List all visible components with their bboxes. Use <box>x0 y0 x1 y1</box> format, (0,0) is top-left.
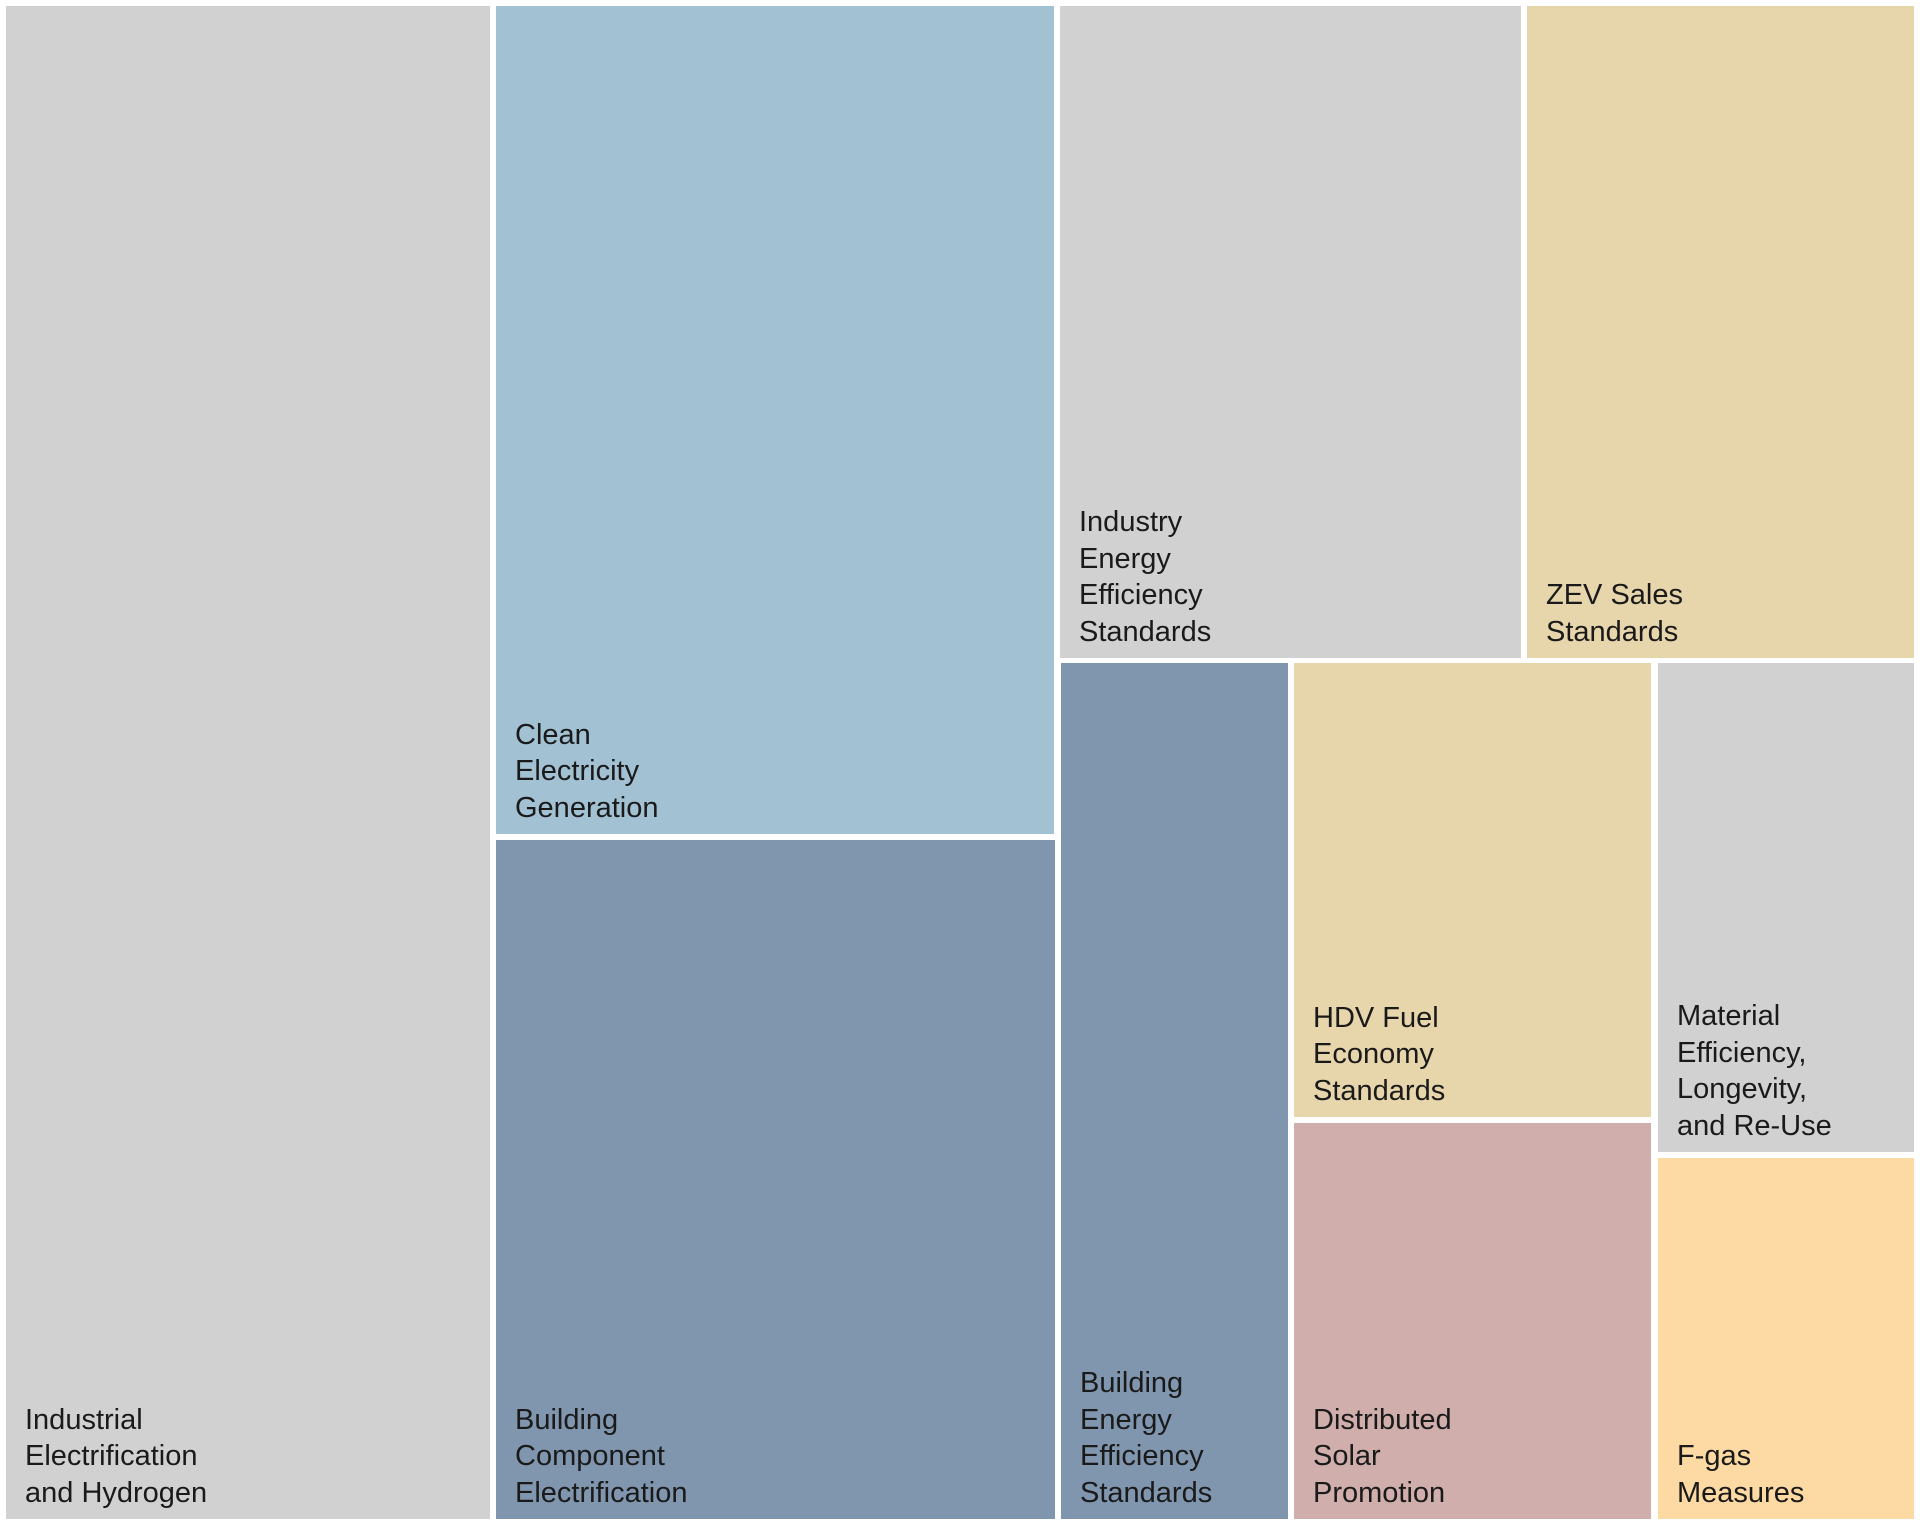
tile-building-component-electrification: Building Component Electrification <box>496 840 1055 1519</box>
tile-zev-sales-standards: ZEV Sales Standards <box>1527 6 1914 658</box>
tile-label: Material Efficiency, Longevity, and Re-U… <box>1677 1000 1832 1142</box>
tile-clean-electricity-generation: Clean Electricity Generation <box>496 6 1054 834</box>
tile-f-gas-measures: F-gas Measures <box>1658 1158 1914 1519</box>
tile-material-efficiency-longevity-reuse: Material Efficiency, Longevity, and Re-U… <box>1658 663 1914 1152</box>
tile-industry-energy-efficiency-standards: Industry Energy Efficiency Standards <box>1060 6 1521 658</box>
tile-label: Clean Electricity Generation <box>515 718 659 824</box>
tile-building-energy-efficiency-standards: Building Energy Efficiency Standards <box>1061 663 1288 1519</box>
tile-hdv-fuel-economy-standards: HDV Fuel Economy Standards <box>1294 663 1651 1117</box>
tile-label: Industry Energy Efficiency Standards <box>1079 506 1212 648</box>
tile-label: Distributed Solar Promotion <box>1313 1403 1452 1509</box>
tile-label: Industrial Electrification and Hydrogen <box>25 1403 208 1509</box>
tile-label: Building Energy Efficiency Standards <box>1080 1367 1213 1509</box>
tile-distributed-solar-promotion: Distributed Solar Promotion <box>1294 1123 1651 1519</box>
tile-label: Building Component Electrification <box>515 1403 688 1509</box>
tile-label: ZEV Sales Standards <box>1546 579 1683 648</box>
tile-label: HDV Fuel Economy Standards <box>1313 1001 1446 1107</box>
tile-label: F-gas Measures <box>1677 1440 1805 1509</box>
tile-industrial-electrification-hydrogen: Industrial Electrification and Hydrogen <box>6 6 490 1519</box>
